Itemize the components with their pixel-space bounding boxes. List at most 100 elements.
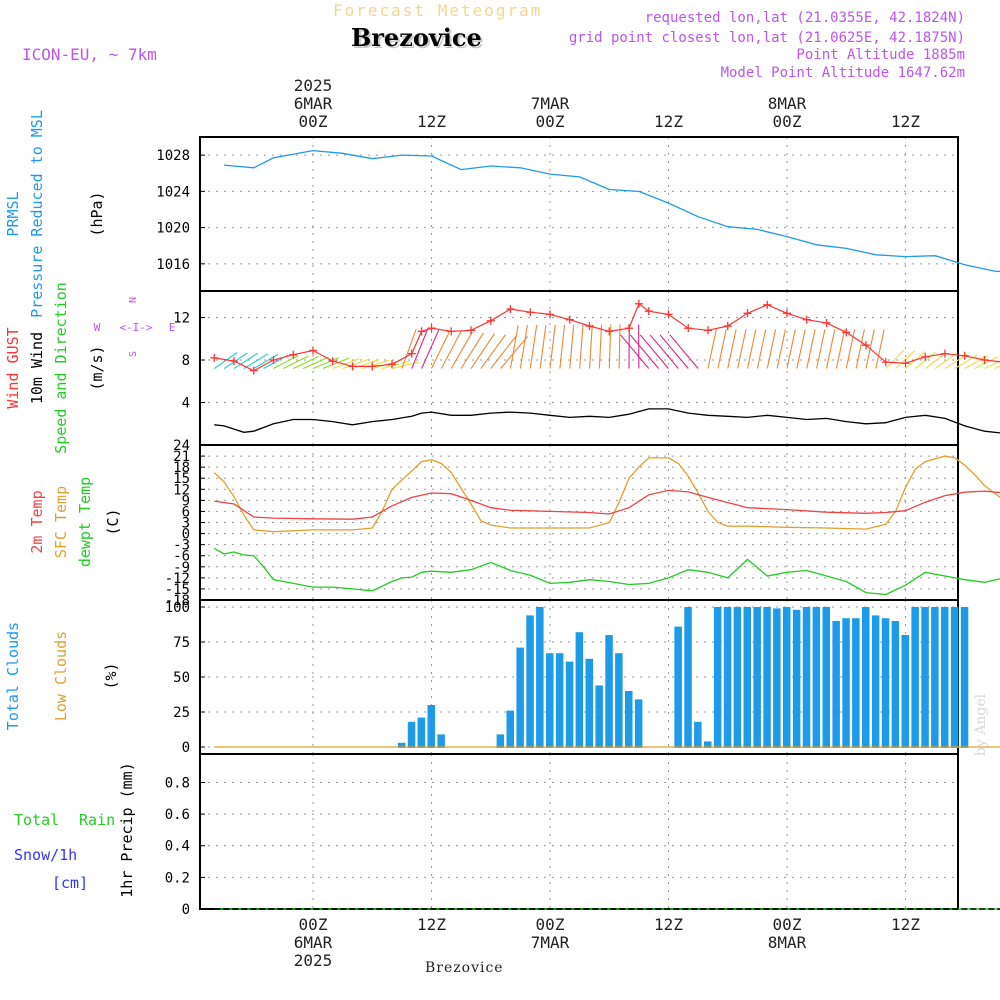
time-tick-label: 8MAR [768, 94, 807, 113]
gust-marker [783, 309, 791, 318]
gust-marker [980, 356, 989, 365]
wind-arrow [598, 324, 603, 369]
wind-arrow [391, 361, 420, 370]
pressure-line [224, 149, 1000, 273]
cloud-bar [941, 607, 949, 748]
gust-marker [763, 300, 772, 309]
gust-marker [605, 327, 614, 336]
panel-label: 1hr Precip (mm) [118, 762, 136, 897]
wind-arrow [233, 352, 258, 369]
wind-compass: N W <-I-> E S [94, 297, 176, 357]
wind-arrow [855, 329, 865, 369]
wind-arrow [549, 324, 556, 369]
wind-arrow [816, 329, 826, 369]
cloud-bar [694, 721, 702, 748]
cloud-bar [536, 607, 544, 748]
compass-east: E [169, 321, 176, 334]
time-tick-label: 00Z [299, 915, 328, 934]
y-tick-label: 0.6 [165, 807, 190, 823]
cloud-bar [417, 717, 426, 748]
gust-marker [269, 356, 278, 365]
cloud-bar [733, 607, 742, 748]
footer-location: Brezovice [425, 960, 504, 976]
wind-arrow [322, 357, 350, 370]
panel-label: Total Clouds [4, 622, 22, 730]
time-tick-label: 6MAR [294, 933, 333, 952]
wind-arrow [845, 329, 856, 369]
gust-marker [625, 324, 633, 333]
gust-marker [634, 299, 643, 308]
wind-arrow [480, 334, 507, 369]
compass-south: S [128, 351, 139, 357]
gust-marker [862, 341, 870, 350]
wind-arrow [659, 334, 689, 369]
cloud-bar [496, 734, 505, 748]
time-tick-label: 12Z [417, 112, 446, 131]
wind-arrow [440, 331, 462, 369]
cloud-bar [911, 607, 919, 748]
panel-label: dewpt Temp [76, 477, 94, 567]
time-tick-label: 12Z [654, 112, 683, 131]
cloud-bar [832, 621, 840, 748]
panel-label: Speed and Direction [52, 282, 70, 454]
gust-marker [348, 362, 357, 371]
wind-arrow [450, 331, 473, 369]
cloud-bar [427, 705, 435, 748]
panel-label: Pressure Reduced to MSL [28, 110, 46, 318]
wind-arrow [806, 329, 816, 369]
gust-marker [506, 305, 515, 314]
wind-arrow [273, 355, 299, 370]
cloud-bar [437, 734, 445, 748]
wind-arrow [994, 365, 1000, 370]
legend-rain: Rain [79, 811, 115, 829]
cloud-bar [595, 685, 603, 748]
y-tick-label: 75 [173, 635, 190, 651]
gust-marker [723, 322, 732, 331]
wind-panel: 4 8 12 [173, 290, 1000, 446]
cloud-bar [931, 607, 939, 748]
gust-marker [427, 324, 436, 333]
time-tick-label: 12Z [891, 112, 920, 131]
precip-legend: Total Rain Snow/1h [cm] [14, 811, 115, 892]
wind-arrow [352, 359, 380, 370]
cloud-bar [723, 607, 732, 748]
wind-arrow [588, 324, 593, 369]
gust-line [214, 302, 1000, 372]
legend-total: Total [14, 811, 59, 829]
y-tick-label: 1016 [156, 257, 190, 273]
time-tick-label: 00Z [536, 112, 565, 131]
precip-panel: 0 0.2 0.4 0.6 0.8 [165, 753, 1000, 918]
cloud-bar [684, 607, 692, 748]
wind-arrow [509, 325, 519, 369]
gust-marker [842, 328, 851, 337]
compass-west: W [94, 321, 101, 334]
credit-watermark: by Angel [973, 693, 989, 756]
cloud-bar [546, 653, 554, 748]
gust-marker [901, 359, 910, 368]
cloud-bar [516, 647, 524, 748]
wind-arrow [253, 353, 279, 370]
y-tick-label: 1024 [156, 184, 190, 200]
gust-marker [822, 318, 831, 327]
gust-marker [309, 346, 317, 355]
gust-marker [328, 357, 337, 366]
wind-arrow [332, 358, 360, 370]
cloud-bar [812, 607, 821, 748]
time-tick-label: 2025 [294, 76, 333, 95]
wind-arrow [411, 329, 429, 369]
gust-marker [486, 316, 495, 325]
wind-arrow [964, 355, 988, 370]
time-tick-label: 6MAR [294, 94, 333, 113]
wind-arrow [924, 352, 947, 369]
wind-arrow [786, 329, 796, 369]
wind-arrow [875, 329, 885, 369]
gust-marker [546, 310, 554, 319]
cloud-bar [753, 607, 761, 748]
gust-marker [802, 315, 811, 324]
legend-snow: Snow/1h [14, 846, 77, 864]
pressure-panel: 1016 1020 1024 1028 [156, 136, 1000, 292]
y-tick-label: 9 [182, 493, 190, 509]
wind-arrow [559, 324, 566, 369]
cloud-bar [743, 607, 751, 748]
